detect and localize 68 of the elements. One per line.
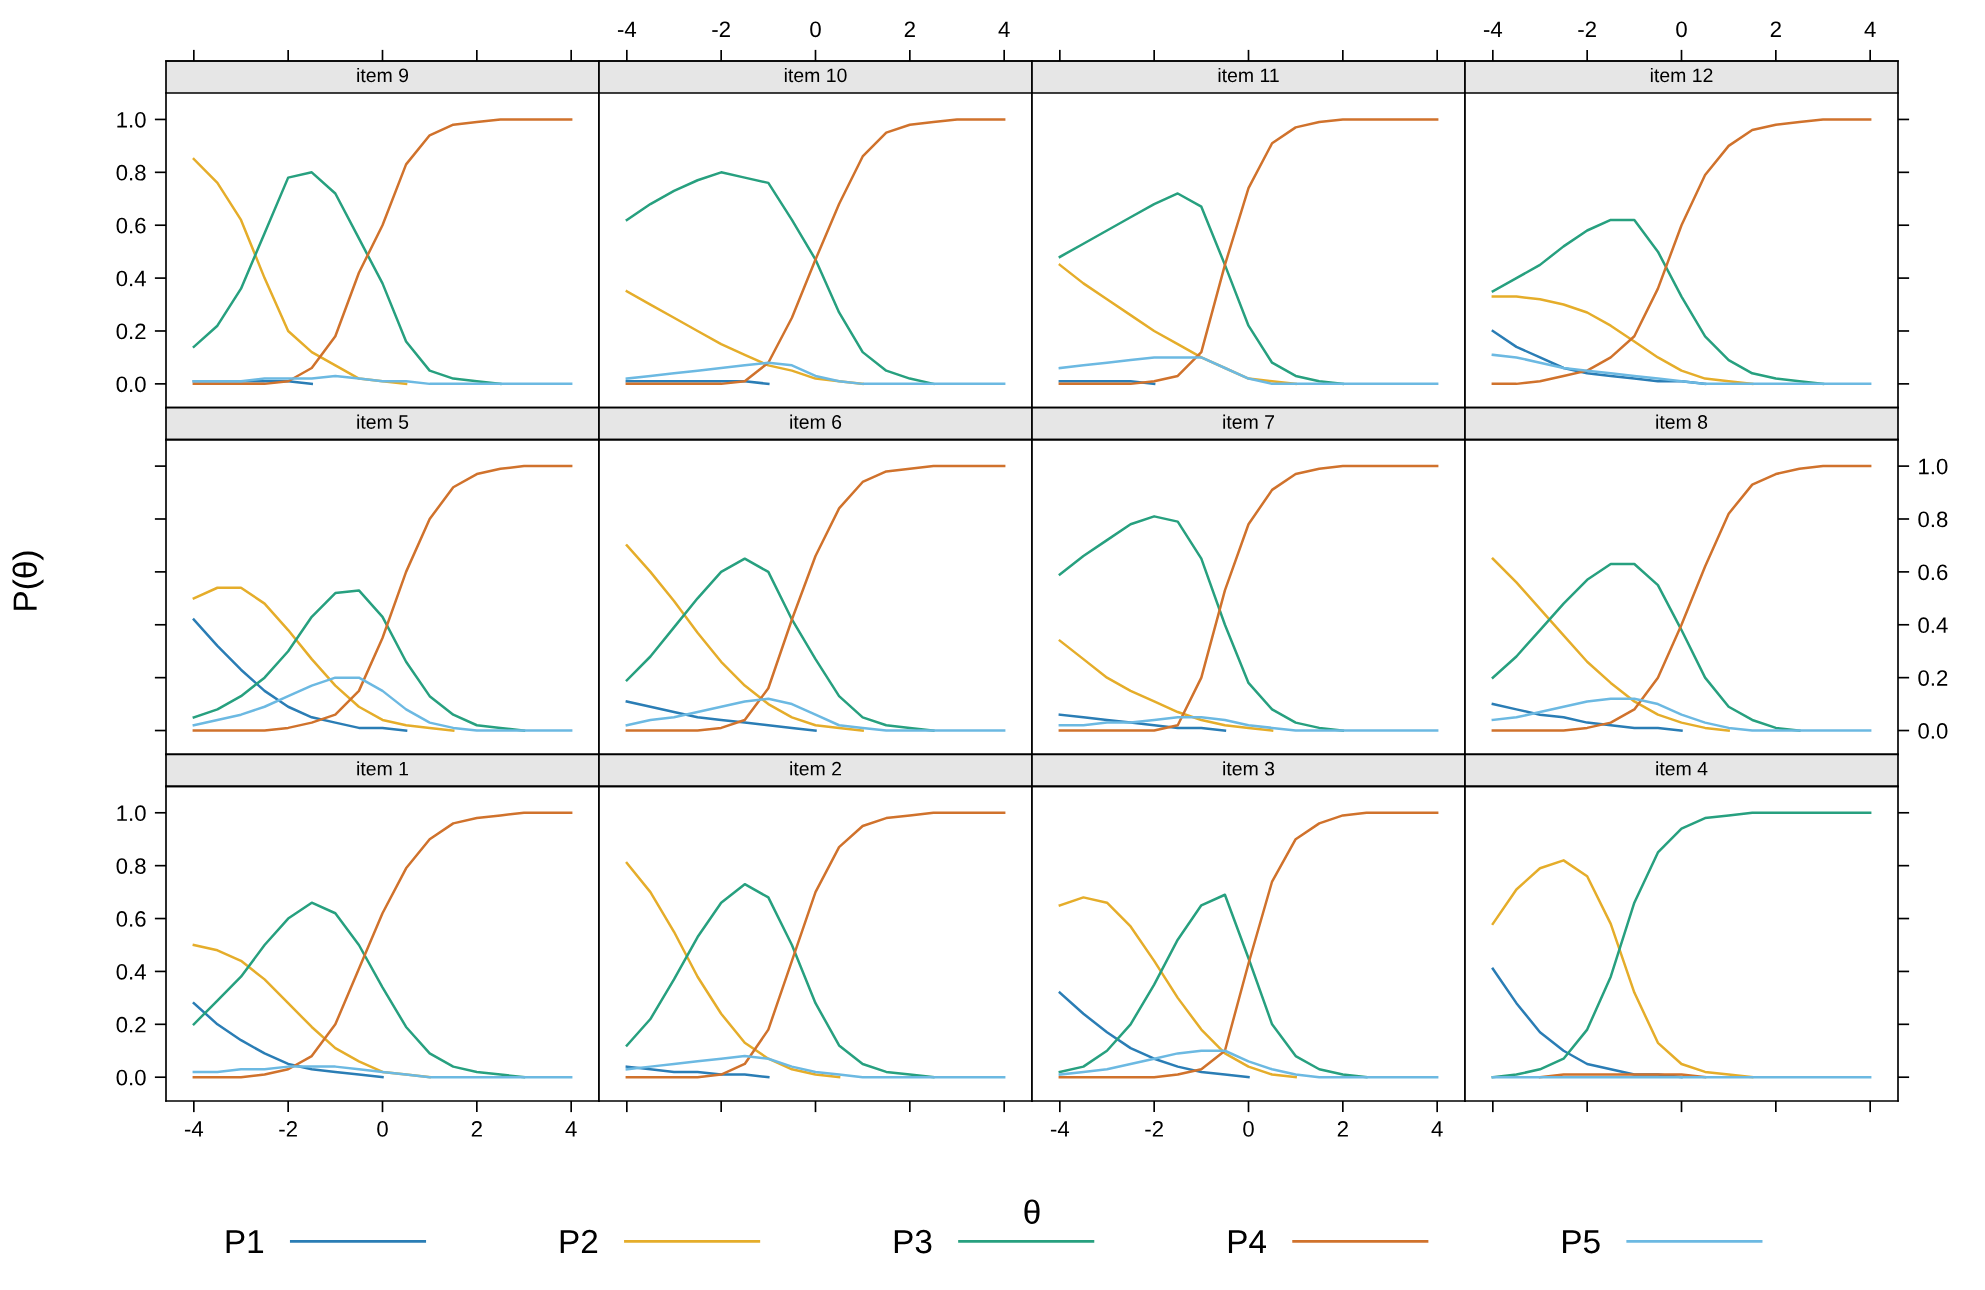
line-series bbox=[192, 1001, 384, 1079]
chart-title: item 3 bbox=[1223, 761, 1275, 776]
y-tick-label: 0.4 bbox=[116, 270, 146, 287]
legend-label: P3 bbox=[894, 1229, 932, 1254]
line-series bbox=[192, 374, 573, 386]
legend-label: P4 bbox=[1228, 1230, 1267, 1254]
y-tick-label: 0.6 bbox=[116, 911, 146, 927]
x-tick-label: -4 bbox=[1483, 21, 1503, 37]
y-tick-label: 0.0 bbox=[116, 376, 146, 393]
chart-title: item 12 bbox=[1650, 67, 1713, 83]
x-tick-label: 0 bbox=[377, 1121, 388, 1137]
line-series bbox=[192, 171, 502, 386]
chart-title: item 10 bbox=[784, 67, 847, 83]
y-tick-label: 0.2 bbox=[1918, 670, 1948, 686]
legend-label: P2 bbox=[560, 1229, 598, 1254]
chart-title: item 4 bbox=[1656, 761, 1708, 776]
x-tick-label: 0 bbox=[1243, 1121, 1254, 1137]
y-tick-label: 0.8 bbox=[116, 858, 146, 874]
y-axis-title: P(θ) bbox=[12, 551, 44, 610]
line-series bbox=[1491, 557, 1730, 732]
x-tick-label: -2 bbox=[1145, 1121, 1163, 1137]
y-tick-label: 0.6 bbox=[116, 217, 146, 234]
y-tick-label: 0.8 bbox=[116, 164, 146, 181]
line-series bbox=[192, 901, 526, 1079]
x-tick-label: -4 bbox=[1050, 1121, 1070, 1137]
y-tick-label: 0.2 bbox=[116, 1016, 146, 1033]
y-tick-label: 0.4 bbox=[1918, 617, 1948, 634]
line-series bbox=[1491, 702, 1683, 732]
line-series bbox=[192, 118, 573, 386]
chart-title: item 1 bbox=[357, 761, 409, 776]
x-tick-label: -4 bbox=[617, 21, 637, 37]
y-tick-label: 0.0 bbox=[116, 1069, 146, 1086]
y-tick-label: 1.0 bbox=[1919, 458, 1948, 475]
y-tick-label: 1.0 bbox=[117, 111, 146, 128]
chart-title: item 9 bbox=[357, 67, 409, 83]
line-series bbox=[192, 811, 573, 1079]
line-series bbox=[192, 1065, 573, 1079]
chart-title: item 6 bbox=[790, 414, 842, 429]
y-tick-label: 0.4 bbox=[116, 963, 146, 980]
y-tick-label: 0.2 bbox=[116, 323, 146, 340]
line-series bbox=[1491, 697, 1872, 732]
y-tick-label: 0.8 bbox=[1918, 511, 1948, 528]
x-tick-label: 4 bbox=[1864, 21, 1876, 37]
line-series bbox=[1491, 464, 1872, 732]
x-tick-label: 4 bbox=[565, 1121, 577, 1137]
legend-label: P5 bbox=[1563, 1230, 1600, 1254]
x-tick-label: 4 bbox=[998, 21, 1010, 37]
chart-title: item 5 bbox=[357, 414, 409, 429]
chart-title: item 7 bbox=[1223, 414, 1274, 429]
chart-title: item 8 bbox=[1656, 414, 1708, 429]
y-tick-label: 0.6 bbox=[1918, 564, 1948, 581]
legend-label: P1 bbox=[226, 1230, 264, 1254]
x-tick-label: 2 bbox=[1337, 1121, 1348, 1137]
x-tick-label: 2 bbox=[1770, 21, 1781, 37]
x-tick-label: 0 bbox=[810, 21, 821, 38]
x-tick-label: 2 bbox=[904, 21, 915, 37]
chart-title: item 2 bbox=[790, 761, 841, 776]
y-tick-label: 1.0 bbox=[117, 805, 146, 822]
x-tick-label: -2 bbox=[1578, 21, 1596, 37]
x-tick-label: -2 bbox=[279, 1121, 297, 1137]
x-tick-label: 0 bbox=[1676, 21, 1687, 38]
x-tick-label: -2 bbox=[712, 21, 730, 37]
chart-title: item 11 bbox=[1218, 67, 1279, 83]
x-tick-label: 2 bbox=[471, 1121, 482, 1137]
x-tick-label: 4 bbox=[1431, 1121, 1443, 1137]
x-tick-label: -4 bbox=[184, 1121, 204, 1137]
y-tick-label: 0.0 bbox=[1918, 723, 1948, 739]
x-axis-title: θ bbox=[1024, 1199, 1040, 1224]
